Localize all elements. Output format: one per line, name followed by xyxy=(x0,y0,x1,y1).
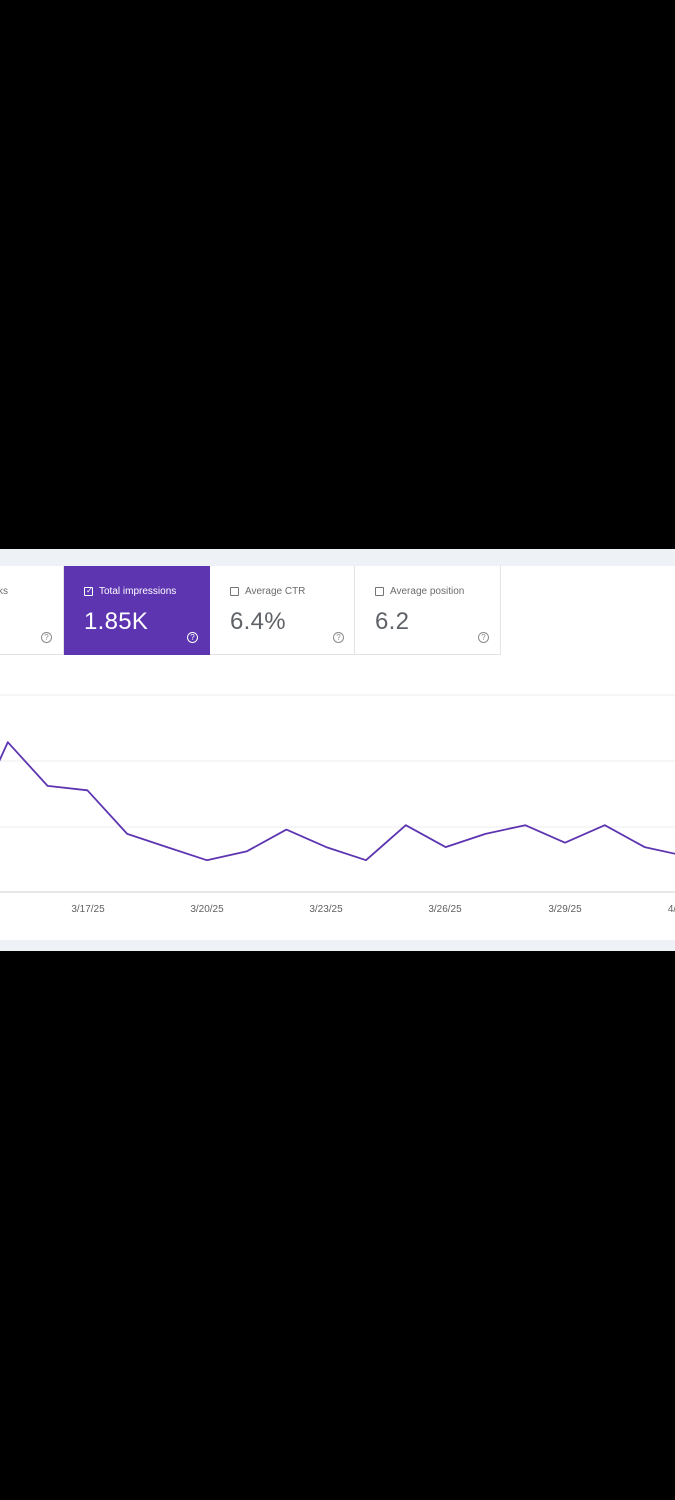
metric-card-impressions[interactable]: ✓ Total impressions 1.85K ? xyxy=(64,566,210,655)
x-tick-label: 3/17/25 xyxy=(71,904,105,915)
checkbox-checked-icon[interactable]: ✓ xyxy=(84,586,93,596)
metric-label-clicks: ks xyxy=(0,586,8,597)
metric-label-position: Average position xyxy=(390,586,465,597)
x-tick-label: 4/ xyxy=(668,904,675,915)
metric-value-ctr: 6.4% xyxy=(230,608,286,635)
performance-card: ks ? ✓ Total impressions 1.85K ? Average… xyxy=(0,566,675,940)
metric-card-ctr[interactable]: Average CTR 6.4% ? xyxy=(210,566,355,655)
metric-label-ctr: Average CTR xyxy=(245,586,306,597)
impressions-line-chart: 3/17/25 3/20/25 3/23/25 3/26/25 3/29/25 4/ xyxy=(0,694,675,915)
impressions-series-line xyxy=(0,741,675,862)
metric-card-clicks[interactable]: ks ? xyxy=(0,566,64,655)
x-tick-label: 3/29/25 xyxy=(548,904,582,915)
metric-card-position[interactable]: Average position 6.2 ? xyxy=(355,566,501,655)
metric-value-position: 6.2 xyxy=(375,608,410,635)
help-icon[interactable]: ? xyxy=(333,632,344,643)
performance-panel: ks ? ✓ Total impressions 1.85K ? Average… xyxy=(0,549,675,951)
x-tick-label: 3/26/25 xyxy=(428,904,462,915)
help-icon[interactable]: ? xyxy=(41,632,52,643)
checkbox-icon[interactable] xyxy=(230,587,239,596)
help-icon[interactable]: ? xyxy=(478,632,489,643)
x-tick-label: 3/23/25 xyxy=(309,904,343,915)
help-icon[interactable]: ? xyxy=(187,632,198,643)
checkbox-icon[interactable] xyxy=(375,587,384,596)
metric-value-impressions: 1.85K xyxy=(84,608,149,635)
metric-label-impressions: Total impressions xyxy=(99,586,177,597)
x-tick-label: 3/20/25 xyxy=(190,904,224,915)
